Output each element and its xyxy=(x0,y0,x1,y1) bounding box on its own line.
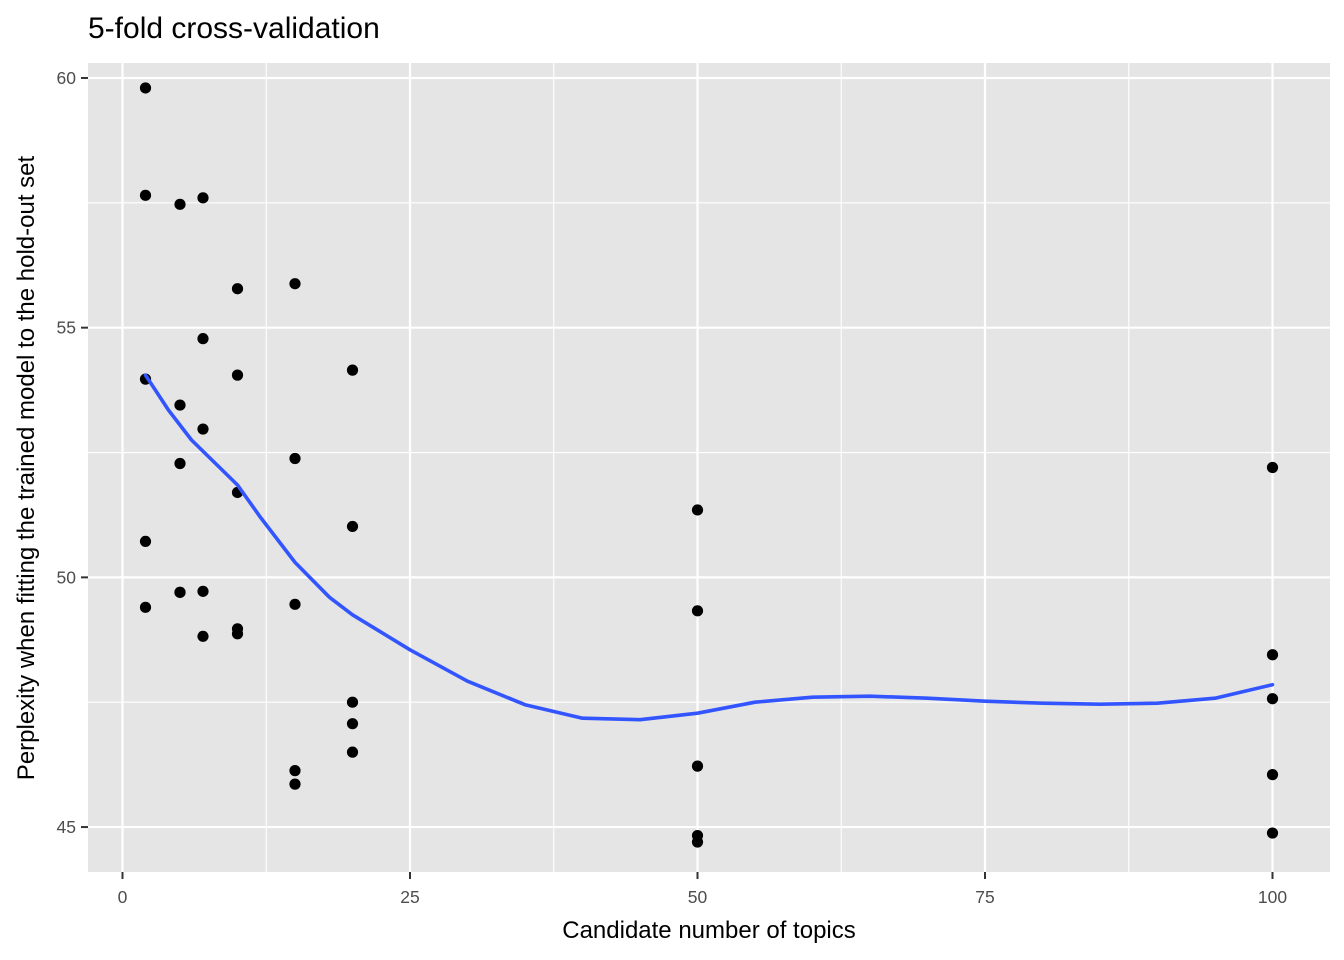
x-axis-title: Candidate number of topics xyxy=(562,917,856,944)
x-tick-label: 0 xyxy=(118,887,128,907)
data-point xyxy=(289,765,301,777)
data-point xyxy=(289,598,301,610)
data-point xyxy=(289,278,301,290)
data-point xyxy=(197,333,209,345)
x-tick-label: 100 xyxy=(1258,887,1287,907)
x-tick-label: 75 xyxy=(975,887,994,907)
data-point xyxy=(691,836,704,848)
x-axis: 0 25 50 75 100 xyxy=(118,872,1287,907)
data-point xyxy=(139,535,152,548)
y-axis-title: Perplexity when fitting the trained mode… xyxy=(13,155,40,780)
y-axis: 45 50 55 60 xyxy=(57,68,88,837)
data-point xyxy=(346,520,359,533)
data-point xyxy=(346,364,359,376)
data-point xyxy=(174,457,186,470)
y-tick-label: 45 xyxy=(57,817,76,837)
data-point xyxy=(1266,827,1279,839)
major-gridlines xyxy=(88,63,1330,872)
data-point xyxy=(691,605,704,617)
data-point xyxy=(174,198,186,210)
data-point xyxy=(1266,461,1279,474)
data-point xyxy=(289,778,301,790)
data-points xyxy=(139,82,1279,848)
data-point xyxy=(139,601,152,613)
data-point xyxy=(139,82,152,94)
y-tick-label: 60 xyxy=(57,68,77,88)
x-tick-label: 25 xyxy=(400,887,419,907)
data-point xyxy=(174,399,186,411)
data-point xyxy=(197,630,209,642)
data-point xyxy=(139,189,152,201)
data-point xyxy=(231,369,244,381)
data-point xyxy=(289,452,301,465)
data-point xyxy=(197,585,209,597)
plot-panel xyxy=(88,63,1330,872)
data-point xyxy=(691,504,704,516)
data-point xyxy=(346,696,359,708)
data-point xyxy=(691,760,704,772)
data-point xyxy=(346,746,359,758)
chart-title: 5-fold cross-validation xyxy=(88,12,380,45)
data-point xyxy=(1266,693,1279,705)
y-tick-label: 55 xyxy=(57,318,76,338)
data-point xyxy=(174,586,186,598)
minor-gridlines xyxy=(88,63,1330,872)
data-point xyxy=(231,628,244,640)
data-point xyxy=(197,423,209,435)
data-point xyxy=(346,718,359,730)
data-point xyxy=(1266,649,1279,661)
data-point xyxy=(231,283,244,295)
x-tick-label: 50 xyxy=(688,887,708,907)
y-tick-label: 50 xyxy=(57,567,77,587)
smooth-trend-line xyxy=(143,373,1275,722)
data-point xyxy=(197,192,209,204)
data-point xyxy=(1266,769,1279,781)
